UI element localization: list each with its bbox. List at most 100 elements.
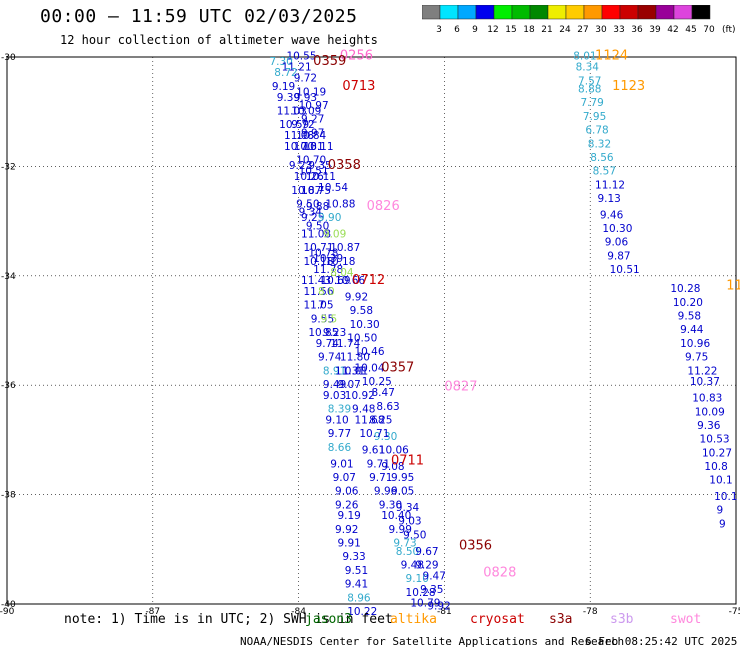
wave-height-point: 10.54: [318, 182, 348, 194]
wave-height-point: 7: [318, 300, 325, 312]
legend-altika: altika: [390, 612, 437, 627]
wave-height-point: 9.48: [401, 559, 424, 571]
plot-frame: [6, 56, 737, 605]
wave-height-point: 9.33: [342, 551, 365, 563]
wave-height-point: 10.70: [296, 155, 326, 167]
wave-height-point: 10.09: [291, 105, 321, 117]
wave-height-point: 10.30: [602, 223, 632, 235]
color-tick-label: 3: [436, 25, 442, 35]
wave-height-point: 9.58: [678, 311, 701, 323]
wave-height-point: 9.19: [272, 81, 295, 93]
wave-height-point: 8.0: [318, 286, 335, 298]
wave-height-point: 9.23: [323, 327, 346, 339]
wave-height-point: 9.55: [311, 313, 334, 325]
wave-height-point: 10.83: [692, 393, 722, 405]
wave-height-point: 9.10: [406, 573, 429, 585]
wave-height-point: 10.55: [286, 51, 316, 63]
color-tick-label: 9: [472, 25, 478, 35]
wave-height-point: 9.97: [301, 127, 324, 139]
wave-height-point: 9.35: [308, 160, 331, 172]
wave-height-point: 9.74: [316, 338, 340, 350]
color-tick-label: 33: [613, 25, 624, 35]
wave-height-point: 10.71: [303, 242, 333, 254]
wave-height-point: 9.34: [299, 207, 323, 219]
wave-height-point: 9.90: [318, 212, 341, 224]
wave-height-point: 9.88: [306, 201, 329, 213]
y-tick-label: -40: [1, 600, 16, 610]
wave-height-point: 10.51: [299, 166, 329, 178]
wave-height-point: 9.01: [330, 458, 353, 470]
wave-height-point: 9.03: [323, 390, 346, 402]
wave-height-point: 11.22: [687, 365, 717, 377]
wave-height-point: 11.21: [282, 62, 312, 74]
wave-height-point: 9.05: [391, 486, 414, 498]
pass-time-label: 0358: [328, 158, 361, 173]
wave-height-point: 9.48: [352, 404, 375, 416]
wave-height-point: 11.31: [335, 365, 365, 377]
wave-height-point: 10.88: [325, 198, 355, 210]
wave-height-point: 10.96: [680, 338, 710, 350]
wave-height-point: 9.5: [320, 313, 337, 325]
wave-height-point: 9.50: [296, 198, 319, 210]
pass-time-label: 0826: [367, 199, 400, 214]
wave-height-point: 6.78: [585, 125, 608, 137]
wave-height-point: 10.30: [350, 319, 380, 331]
color-scale-legend: 3 6 9 12 15 18 21 24 27 30 33 36 39 42 45 70 (ft): [422, 5, 736, 35]
wave-height-point: 9.92: [427, 600, 450, 612]
wave-height-point: 7.79: [580, 97, 603, 109]
color-tick-label: 42: [667, 25, 678, 35]
wave-height-point: 10.51: [610, 264, 640, 276]
wave-height-point: 9.61: [362, 445, 385, 457]
y-tick-label: -34: [1, 272, 16, 282]
wave-height-point: 8.47: [372, 387, 395, 399]
color-tick-label: 15: [505, 25, 516, 35]
wave-height-point: 10.84: [296, 130, 326, 142]
wave-height-point: 11.74: [330, 338, 360, 350]
y-tick-label: -36: [1, 381, 16, 391]
pass-time-label: 0357: [381, 361, 414, 376]
legend-cryosat: cryosat: [470, 612, 525, 627]
wave-height-point: 10.8: [704, 461, 727, 473]
pass-time-label: 0256: [340, 49, 373, 64]
pass-time-label: 0711: [391, 454, 424, 469]
x-tick-label: -87: [145, 607, 160, 617]
wave-height-point: 9.25: [301, 212, 324, 224]
wave-height-point: 9.41: [345, 579, 368, 591]
wave-height-point: 10.18: [325, 256, 355, 268]
color-swatch: [691, 5, 711, 20]
wave-height-point: 10.27: [702, 447, 732, 459]
wave-height-point: 9.92: [345, 291, 368, 303]
color-tick-label: 18: [523, 25, 535, 35]
y-tick-label: -38: [1, 491, 16, 501]
wave-height-point: 10.06: [379, 445, 409, 457]
wave-height-point: 9.44: [680, 324, 704, 336]
wave-height-point: 10.40: [381, 510, 411, 522]
wave-height-point: 9.96: [374, 486, 398, 498]
wave-height-point: 10.31: [294, 141, 324, 153]
wave-height-point: 11.08: [284, 130, 314, 142]
wave-height-point: 9: [717, 505, 724, 517]
wave-height-point: 9.19: [337, 510, 360, 522]
wave-height-point: 9.06: [605, 237, 629, 249]
wave-height-point: 10.11: [306, 171, 336, 183]
wave-height-point: 8.88: [578, 84, 601, 96]
wave-height-point: 10.75: [301, 185, 331, 197]
wave-height-point: 8.04: [330, 267, 354, 279]
wave-height-point: 10.1: [709, 475, 732, 487]
wave-height-point: 10.20: [673, 297, 703, 309]
wave-height-point: 9.51: [345, 565, 368, 577]
wave-height-point: 9.46: [600, 209, 624, 221]
wave-height-point: 11.68: [354, 414, 384, 426]
pass-time-label: 0828: [483, 566, 516, 581]
wave-height-point: 10.04: [354, 363, 384, 375]
wave-height-point: 10.09: [695, 406, 725, 418]
x-tick-label: -75: [729, 607, 740, 617]
wave-height-point: 11.56: [303, 286, 333, 298]
wave-height-point: 8.32: [588, 138, 611, 150]
wave-height-point: 9.58: [350, 305, 373, 317]
wave-height-point: 9.50: [403, 529, 426, 541]
wave-height-point: 7.95: [583, 111, 606, 123]
wave-height-point: 8.01: [573, 51, 596, 63]
wave-height-point: 9.93: [294, 92, 317, 104]
